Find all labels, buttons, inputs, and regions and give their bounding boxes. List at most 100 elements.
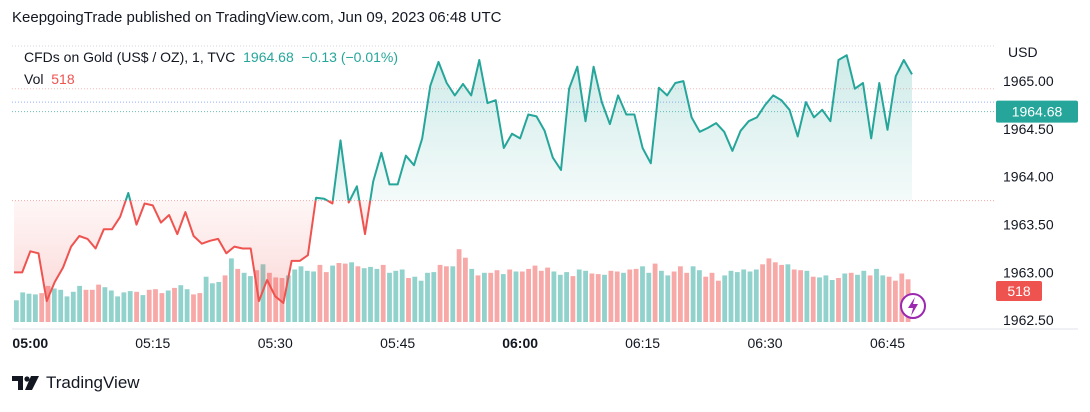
price-line-below (14, 200, 127, 303)
area-fill-below (130, 200, 316, 303)
volume-bar (488, 272, 494, 322)
volume-bar (741, 269, 747, 322)
volume-bar (570, 276, 576, 322)
volume-bar (342, 263, 348, 322)
volume-bar (469, 268, 475, 322)
volume-bar (323, 272, 329, 322)
volume-bar (671, 271, 677, 322)
axis-layer: USD 1965.00 1964.50 1964.00 1963.50 1963.00 19… (12, 44, 1053, 351)
volume-bar (665, 275, 671, 322)
volume-bar (450, 266, 456, 322)
volume-bar (368, 266, 373, 322)
volume-bar (425, 272, 430, 322)
volume-bar (349, 262, 354, 322)
volume-bar (842, 273, 848, 322)
price-line-above (331, 139, 350, 201)
volume-bar (393, 270, 399, 322)
volume-bar (716, 280, 721, 322)
volume-bar (374, 268, 380, 322)
volume-bar (633, 268, 639, 322)
volume-bar (191, 294, 196, 322)
volume-bar (500, 274, 506, 322)
volume-bar (222, 275, 228, 322)
volume-bar (115, 296, 120, 322)
volume-bar (14, 300, 19, 322)
volume-bar (172, 287, 177, 322)
volume-bar (102, 287, 108, 322)
volume-bar (412, 276, 418, 322)
volume-bar (140, 295, 146, 322)
chart-legend: CFDs on Gold (US$ / OZ), 1, TVC 1964.68 … (24, 46, 398, 90)
volume-bar (311, 271, 316, 322)
volume-bar (785, 264, 791, 322)
volume-bar (121, 292, 127, 322)
tradingview-footer[interactable]: TradingView (12, 373, 140, 393)
volume-bar (273, 277, 279, 322)
volume-bar (621, 272, 626, 322)
volume-bar (867, 275, 873, 322)
volume-bar (779, 264, 784, 322)
volume-bar (298, 266, 304, 322)
lightning-icon[interactable] (900, 293, 926, 319)
area-fill-above (370, 55, 912, 201)
volume-bar (545, 267, 550, 322)
volume-bar (627, 269, 633, 322)
volume-bar (608, 270, 614, 322)
volume-bar (20, 292, 26, 322)
volume-bar (153, 289, 158, 322)
volume-bar (728, 270, 734, 322)
volume-bar (823, 275, 829, 322)
volume-bar (380, 264, 386, 322)
volume-bar (229, 258, 234, 322)
volume-bar (494, 270, 500, 322)
volume-bar (317, 264, 323, 322)
volume-bar (519, 271, 525, 322)
volume-bar (874, 268, 879, 322)
x-tick-label: 06:00 (502, 335, 538, 351)
price-line-below (129, 200, 317, 304)
volume-bar (431, 272, 437, 322)
volume-bar (576, 269, 582, 322)
volume-bar (336, 263, 342, 322)
volume-bar (184, 289, 190, 322)
x-tick-label: 06:15 (625, 335, 660, 351)
volume-value: 518 (51, 71, 75, 87)
volume-bar (678, 266, 683, 322)
price-line-above (124, 192, 132, 201)
x-tick-label: 06:30 (748, 335, 783, 351)
price-line-above (348, 185, 361, 202)
volume-bar (513, 271, 519, 322)
volume-bar (134, 291, 139, 322)
volume-bar (817, 277, 822, 322)
volume-bar (285, 275, 291, 322)
volume-bar (804, 270, 810, 322)
volume-layer (14, 249, 911, 322)
price-line-below (358, 200, 372, 236)
volume-bar (83, 289, 89, 322)
volume-bar (197, 293, 203, 322)
publisher-line: KeepgoingTrade published on TradingView.… (12, 9, 502, 26)
price-change: −0.13 (−0.01%) (301, 49, 399, 65)
y-tick-label: 1962.50 (1003, 312, 1054, 328)
volume-bar (418, 280, 424, 322)
volume-bar (798, 270, 803, 322)
area-fill-below (14, 200, 126, 302)
volume-bar (551, 271, 557, 322)
volume-bar (753, 269, 759, 322)
lightning-icon-bolt (908, 297, 918, 316)
area-fill-above (332, 140, 349, 201)
volume-bar (64, 296, 70, 322)
volume-bar (848, 272, 854, 322)
volume-bar (355, 266, 361, 322)
volume-bar (703, 276, 709, 322)
volume-bar (861, 270, 867, 322)
volume-bar (538, 270, 544, 322)
volume-bar (507, 269, 513, 322)
price-line-above (369, 54, 913, 201)
volume-bar (760, 264, 765, 322)
x-tick-label: 05:30 (258, 335, 293, 351)
volume-bar (51, 288, 57, 322)
volume-bar (836, 278, 841, 322)
